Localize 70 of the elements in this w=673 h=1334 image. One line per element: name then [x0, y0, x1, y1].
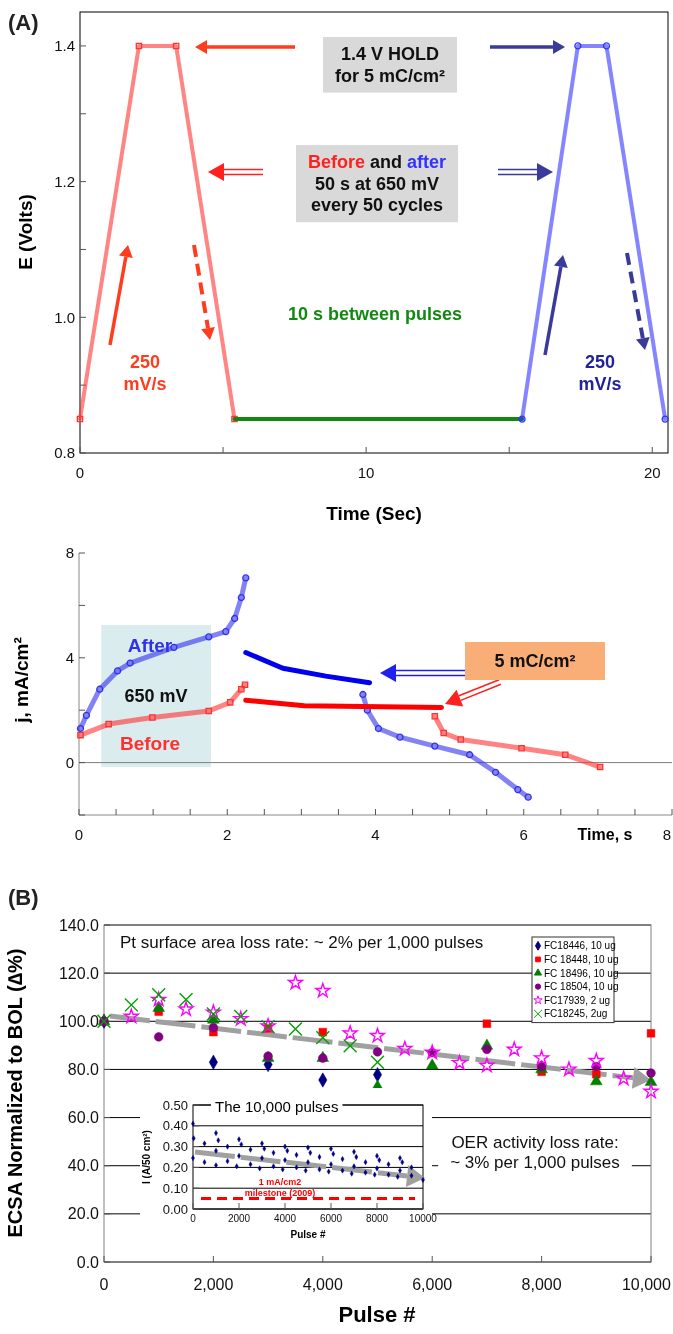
x-tick-label: 8000 — [365, 1213, 389, 1224]
y-tick-label: 0.30 — [162, 1139, 188, 1155]
x-tick-label: 10,000 — [621, 1276, 671, 1293]
y-tick-label: 0.00 — [162, 1201, 188, 1217]
y-tick-label: 0.20 — [162, 1159, 188, 1175]
annotation: OER activity loss rate: ~ 3% per 1,000 pulses — [450, 1133, 620, 1173]
y-axis-title: ECSA Normalized to BOL (∆%) — [4, 948, 26, 1238]
y-tick-label: 20.0 — [67, 1205, 100, 1223]
legend-label: FC18446, 10 ug — [544, 940, 616, 952]
legend-label: FC 18504, 10 ug — [544, 981, 619, 993]
y-tick-label: 80.0 — [67, 1061, 100, 1079]
x-tick-label: 8,000 — [521, 1276, 562, 1293]
chart-title: The 10,000 pulses — [215, 1098, 339, 1115]
y-tick-label: 140.0 — [58, 916, 100, 934]
x-tick-label: 2000 — [227, 1213, 251, 1224]
text-box: Before and after 50 s at 650 mV every 50 cycles — [296, 145, 458, 223]
y-tick-label: 0.50 — [162, 1097, 188, 1113]
x-tick-label: 2 — [223, 826, 232, 843]
x-tick-label: 6000 — [319, 1213, 343, 1224]
x-axis-title: Time (Sec) — [326, 503, 422, 524]
y-tick-label: 60.0 — [67, 1109, 100, 1127]
y-tick-label: 4 — [65, 649, 74, 667]
legend-label: FC18245, 2ug — [544, 1008, 608, 1020]
annotation: 10 s between pulses — [287, 304, 463, 324]
legend-label: FC 18448, 10 ug — [544, 953, 619, 965]
annotation: 250 mV/s — [578, 352, 622, 394]
legend-label: FC 18496, 10 ug — [544, 967, 619, 979]
x-tick-label: 4000 — [273, 1213, 297, 1224]
y-tick-label: 1.4 — [54, 37, 75, 55]
x-tick-label: 6 — [519, 826, 528, 843]
x-tick-label: 20 — [643, 464, 661, 481]
band-label: 650 mV — [124, 686, 188, 706]
y-tick-label: 120.0 — [58, 964, 100, 982]
x-axis-title: Pulse # — [290, 1229, 326, 1240]
x-tick-label: 2,000 — [193, 1276, 234, 1293]
text-box: 5 mC/cm² — [465, 642, 605, 680]
x-tick-label: 0 — [190, 1213, 197, 1224]
x-tick-label: 10000 — [409, 1213, 438, 1224]
y-axis-title: E (Volts) — [15, 194, 36, 270]
y-tick-label: 0.10 — [162, 1180, 188, 1196]
x-tick-label: 10 — [357, 464, 375, 481]
annotation: 250 mV/s — [123, 352, 167, 394]
x-tick-label: 4,000 — [302, 1276, 343, 1293]
x-tick-label: 4 — [371, 826, 380, 843]
y-axis-title: I (A/50 cm²) — [141, 1130, 152, 1184]
x-axis-title: Time, s — [577, 826, 633, 843]
series-label: Before — [119, 733, 181, 754]
series-label: After — [127, 635, 173, 656]
legend-label: FC17939, 2 ug — [544, 994, 611, 1006]
y-tick-label: 0.40 — [162, 1118, 188, 1134]
x-tick-label: 6,000 — [412, 1276, 453, 1293]
annotation: Pt surface area loss rate: ~ 2% per 1,000 pulses — [120, 933, 484, 952]
y-tick-label: 1.2 — [54, 172, 75, 190]
annotation: 1.4 V HOLD for 5 mC/cm² — [334, 44, 446, 86]
y-tick-label: 100.0 — [58, 1012, 100, 1030]
y-tick-label: 0.0 — [76, 1253, 100, 1271]
y-tick-label: 8 — [65, 544, 74, 562]
y-tick-label: 1.0 — [54, 308, 75, 326]
x-axis-title: Pulse # — [338, 1302, 416, 1327]
y-axis-title: j, mA/cm² — [11, 637, 32, 724]
annotation: Before and after 50 s at 650 mV every 50 cycles — [307, 152, 447, 216]
text-box: 1.4 V HOLD for 5 mC/cm² — [323, 37, 457, 93]
text: (B) — [8, 885, 39, 910]
ref-line-label: 1 mA/cm2 milestone (2009) — [244, 1177, 316, 1198]
text: (A) — [8, 10, 39, 35]
y-tick-label: 40.0 — [67, 1157, 100, 1175]
x-tick-label: 8 — [662, 826, 671, 843]
y-tick-label: 0 — [65, 753, 74, 771]
annotation: 5 mC/cm² — [494, 651, 576, 671]
y-tick-label: 0.8 — [54, 444, 75, 462]
